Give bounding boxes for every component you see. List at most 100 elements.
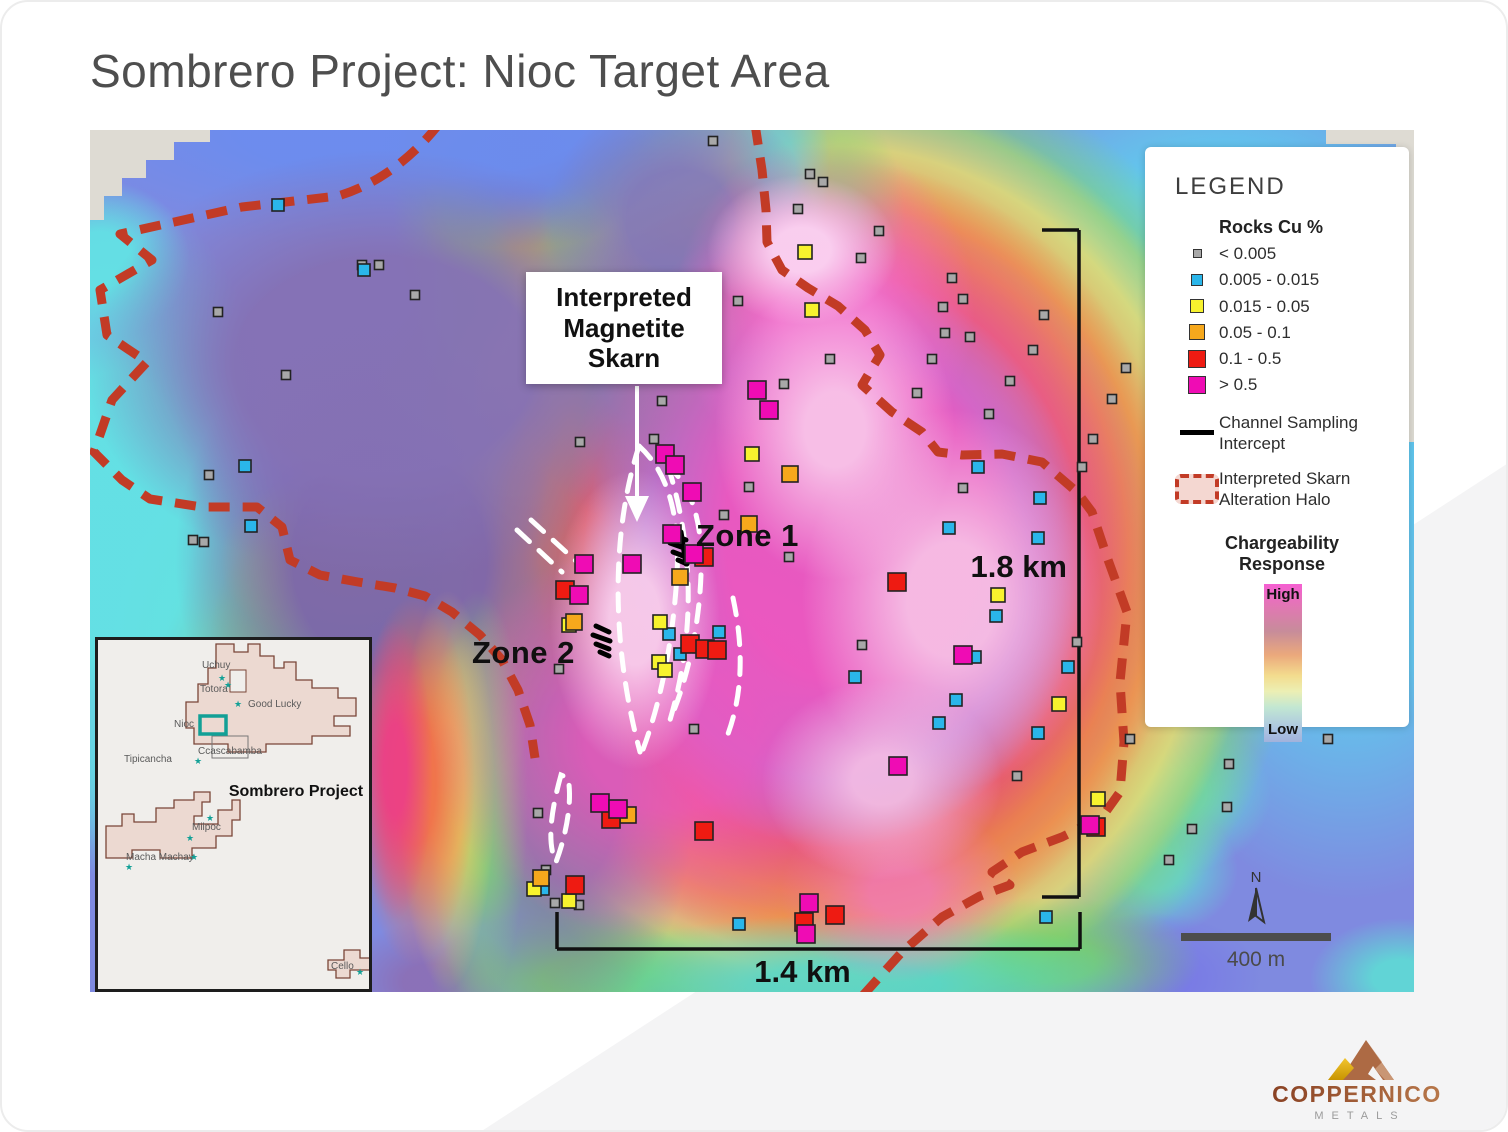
star-icon: ★: [224, 680, 233, 690]
sample-point: [939, 327, 951, 339]
sample-point: [856, 639, 868, 651]
rocks-cu-heading: Rocks Cu %: [1219, 217, 1324, 237]
inset-site-tipicancha: Tipicancha: [124, 754, 172, 765]
sample-point: [622, 554, 642, 574]
sample-point: [712, 625, 726, 639]
chargeability-gradient-bar: High Low: [1264, 583, 1302, 742]
star-icon: ★: [190, 852, 199, 862]
sample-point: [792, 203, 804, 215]
sample-point: [662, 627, 676, 641]
star-icon: ★: [186, 833, 195, 843]
sample-point: [1124, 733, 1136, 745]
sample-point: [549, 897, 561, 909]
legend-row: 0.1 - 0.5: [1175, 348, 1391, 369]
logo-company-name: COPPERNICO: [1272, 1081, 1442, 1107]
sample-point: [732, 295, 744, 307]
sample-point: [1087, 433, 1099, 445]
sample-point: [1163, 854, 1175, 866]
sample-point: [1106, 393, 1118, 405]
sample-point: [740, 515, 758, 533]
inset-claims-layer: [105, 643, 369, 979]
swatch-0005-0015: [1191, 273, 1203, 286]
scale-bar: [1181, 933, 1331, 941]
inset-site-good-lucky: Good Lucky: [248, 699, 302, 710]
sample-point: [212, 306, 224, 318]
sombrero-project-inset-map: Uchuy ★ Totora ★ Good Lucky ★ Nioc Ccasc…: [95, 637, 372, 992]
sample-point: [532, 869, 550, 887]
sample-point: [682, 482, 702, 502]
sample-point: [957, 293, 969, 305]
sample-point: [1322, 733, 1334, 745]
sample-point: [707, 640, 727, 660]
sample-point: [684, 544, 704, 564]
inset-site-ccascabamba: Ccascabamba: [198, 746, 262, 757]
sample-point: [688, 723, 700, 735]
sample-point: [1033, 491, 1047, 505]
inset-site-cello: Cello: [331, 961, 354, 972]
sample-point: [989, 609, 1003, 623]
legend-heading: LEGEND: [1175, 173, 1286, 200]
sample-point: [797, 244, 813, 260]
sample-point: [990, 587, 1006, 603]
legend-row: 0.05 - 0.1: [1175, 322, 1391, 343]
sample-point: [953, 645, 973, 665]
swatch-lt-0005: [1192, 249, 1202, 259]
sample-point: [971, 460, 985, 474]
sample-point: [718, 509, 730, 521]
legend-panel: LEGEND Rocks Cu % < 0.005 0.005 - 0.015 …: [1145, 147, 1409, 742]
star-icon: ★: [356, 967, 365, 977]
sample-point: [804, 168, 816, 180]
sample-point: [1223, 758, 1235, 770]
sample-point: [732, 917, 746, 931]
legend-row-channel: Channel Sampling Intercept: [1175, 412, 1391, 455]
sample-point: [1076, 461, 1088, 473]
north-arrow: N: [1248, 869, 1266, 925]
sample-point: [707, 135, 719, 147]
sample-point: [656, 395, 668, 407]
sample-point: [983, 408, 995, 420]
zone1-label: Zone 1: [696, 518, 799, 553]
sample-point: [561, 893, 577, 909]
swatch-0015-005: [1190, 299, 1204, 314]
north-arrow-right: [1255, 887, 1266, 925]
sample-point: [187, 534, 199, 546]
sample-point: [817, 176, 829, 188]
sample-point: [357, 263, 371, 277]
chargeability-low-label: Low: [1268, 720, 1298, 738]
zone2-label: Zone 2: [472, 635, 575, 670]
sample-point: [1027, 344, 1039, 356]
sample-point: [747, 380, 767, 400]
sample-point: [1038, 309, 1050, 321]
mountain-face-icon: [1366, 1040, 1394, 1080]
sample-point: [1011, 770, 1023, 782]
inset-site-milpoc: Milpoc: [192, 822, 221, 833]
sample-point: [957, 482, 969, 494]
sample-point: [783, 551, 795, 563]
sample-point: [932, 716, 946, 730]
sample-point: [778, 378, 790, 390]
sample-points-layer: [187, 135, 1334, 944]
logo-division-name: METALS: [1314, 1110, 1405, 1122]
legend-row-halo: Interpreted Skarn Alteration Halo: [1175, 468, 1391, 511]
sample-point: [665, 455, 685, 475]
star-icon: ★: [125, 862, 134, 872]
sample-point: [409, 289, 421, 301]
sample-point: [238, 459, 252, 473]
nioc-target-box: [198, 714, 228, 736]
sample-point: [1004, 375, 1016, 387]
inset-site-totora: Totora: [200, 684, 228, 695]
channel-intercept-swatch: [1180, 430, 1214, 436]
legend-row: 0.005 - 0.015: [1175, 269, 1391, 290]
map-overlay: [90, 130, 1334, 992]
sample-point: [911, 387, 923, 399]
vertical-extent-label: 1.8 km: [970, 549, 1067, 584]
sample-point: [1061, 660, 1075, 674]
legend-row: 0.015 - 0.05: [1175, 296, 1391, 317]
sample-point: [671, 568, 689, 586]
callout-arrow: [625, 386, 649, 522]
nioc-claim-outline: [211, 735, 249, 759]
sample-point: [648, 433, 660, 445]
legend-row: > 0.5: [1175, 374, 1391, 395]
sample-point: [946, 272, 958, 284]
